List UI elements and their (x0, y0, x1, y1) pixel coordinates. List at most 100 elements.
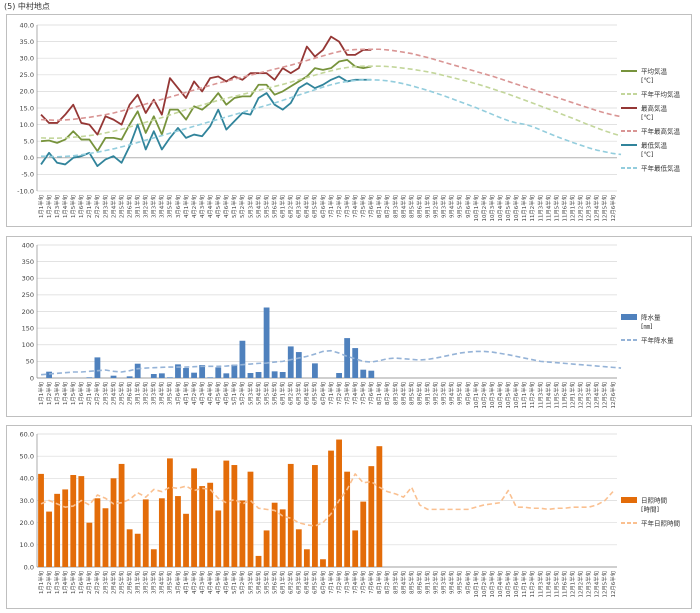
sun-x-tick-label: 4月3半旬 (198, 570, 206, 594)
sun-bar (191, 468, 197, 567)
temp-x-tick-label: 11月3半旬 (536, 194, 544, 221)
sun-x-tick-label: 10月3半旬 (488, 570, 496, 597)
sun-x-tick-label: 9月4半旬 (448, 570, 456, 594)
rain-bar (191, 372, 197, 378)
temp-x-tick-label: 5月3半旬 (246, 194, 254, 218)
temp-x-tick-label: 1月5半旬 (69, 194, 77, 218)
temp-y-tick-label: 5.0 (24, 138, 34, 146)
rain-bar (247, 373, 254, 378)
temp-x-tick-label: 2月6半旬 (125, 194, 133, 218)
temp-x-tick-label: 2月4半旬 (109, 194, 117, 218)
sun-x-tick-label: 6月4半旬 (303, 570, 311, 594)
temp-x-tick-label: 6月2半旬 (287, 194, 295, 218)
rain-y-tick-label: 200 (22, 308, 34, 316)
sun-x-tick-label: 5月2半旬 (238, 570, 246, 594)
rain-bar (312, 363, 318, 378)
sun-y-tick-label: 30.0 (20, 497, 34, 505)
rain-x-tick-label: 8月5半旬 (407, 381, 415, 405)
temp-x-tick-label: 2月1半旬 (85, 194, 93, 218)
sun-x-tick-label: 4月4半旬 (206, 570, 214, 594)
sun-x-tick-label: 1月2半旬 (45, 570, 53, 594)
sun-bar (352, 530, 359, 567)
temp-x-tick-label: 9月5半旬 (456, 194, 464, 218)
rain-x-tick-label: 10月2半旬 (480, 381, 488, 408)
sun-x-tick-label: 5月6半旬 (270, 570, 278, 594)
sun-bar (271, 502, 278, 567)
sun-bar (295, 529, 302, 567)
temp-y-tick-label: 0.0 (24, 154, 34, 162)
sun-x-tick-label: 4月1半旬 (182, 570, 190, 594)
temp-x-tick-label: 12月3半旬 (585, 194, 593, 221)
rain-bar (199, 365, 206, 378)
sun-legend-unit: [時間] (641, 505, 659, 513)
sun-x-tick-label: 4月2半旬 (190, 570, 198, 594)
temp-x-tick-label: 12月6半旬 (609, 194, 617, 221)
temp-x-tick-label: 1月4半旬 (61, 194, 69, 218)
temp-x-tick-label: 9月1半旬 (423, 194, 431, 218)
rain-x-tick-label: 10月4半旬 (496, 381, 504, 408)
sun-bar (376, 446, 383, 567)
sun-x-tick-label: 4月5半旬 (214, 570, 222, 594)
rain-x-tick-label: 10月3半旬 (488, 381, 496, 408)
sun-x-tick-label: 4月6半旬 (222, 570, 230, 594)
rain-x-tick-label: 7月3半旬 (343, 381, 351, 405)
sun-x-tick-label: 2月2半旬 (93, 570, 101, 594)
sun-bar (263, 530, 270, 567)
sun-bar (175, 496, 181, 567)
sun-bar (360, 501, 367, 567)
rain-bar (150, 374, 157, 378)
sun-x-tick-label: 6月2半旬 (287, 570, 295, 594)
sun-bar (320, 559, 326, 567)
sunshine-chart-panel: 60.0 50.0 40.0 30.0 20.0 10.0 0.0 1月1半旬 1月2半旬 1月3… (6, 425, 692, 609)
sun-x-tick-label: 10月6半旬 (512, 570, 520, 597)
temp-x-tick-label: 10月3半旬 (488, 194, 496, 221)
rain-y-tick-label: 250 (22, 291, 34, 299)
sun-x-tick-label: 10月4半旬 (496, 570, 504, 597)
temp-y-tick-label: 35.0 (20, 38, 34, 46)
sun-bar (303, 549, 310, 567)
rain-x-tick-label: 9月4半旬 (448, 381, 456, 405)
rain-x-tick-label: 10月5半旬 (504, 381, 512, 408)
sun-x-tick-label: 2月1半旬 (85, 570, 93, 594)
sun-bar (118, 463, 125, 567)
sun-x-tick-label: 11月5半旬 (552, 570, 560, 597)
sun-x-tick-label: 2月4半旬 (109, 570, 117, 594)
rain-x-tick-label: 4月3半旬 (198, 381, 206, 405)
sun-x-tick-label: 5月5半旬 (262, 570, 270, 594)
temp-series-line (40, 65, 622, 140)
sun-x-tick-label: 6月1半旬 (278, 570, 286, 594)
sun-x-tick-label: 1月4半旬 (61, 570, 69, 594)
rain-x-tick-label: 1月1半旬 (37, 381, 45, 405)
sun-x-tick-label: 10月5半旬 (504, 570, 512, 597)
sun-x-tick-label: 3月5半旬 (166, 570, 174, 594)
temp-x-tick-label: 3月4半旬 (158, 194, 166, 218)
rain-x-tick-label: 10月6半旬 (512, 381, 520, 408)
rain-x-tick-label: 6月5半旬 (311, 381, 319, 405)
temp-x-tick-label: 3月3半旬 (150, 194, 158, 218)
sun-bar (134, 533, 141, 567)
temp-x-tick-label: 1月2半旬 (45, 194, 53, 218)
sun-bar (142, 499, 149, 567)
sun-x-tick-label: 8月2半旬 (383, 570, 391, 594)
sun-x-tick-label: 11月1半旬 (520, 570, 528, 597)
rain-y-tick-label: 150 (22, 324, 34, 332)
sun-bar (183, 513, 189, 567)
temp-x-tick-label: 11月2半旬 (528, 194, 536, 221)
sun-bar (312, 465, 318, 567)
rain-x-tick-label: 6月6半旬 (319, 381, 327, 405)
temp-x-tick-label: 3月5半旬 (166, 194, 174, 218)
temp-x-tick-label: 5月4半旬 (254, 194, 262, 218)
sun-bar (231, 465, 238, 567)
sun-x-tick-label: 8月5半旬 (407, 570, 415, 594)
sun-x-tick-label: 11月2半旬 (528, 570, 536, 597)
temp-x-tick-label: 6月6半旬 (319, 194, 327, 218)
temp-x-tick-label: 9月3半旬 (440, 194, 448, 218)
rain-x-tick-label: 11月1半旬 (520, 381, 528, 408)
rain-y-tick-label: 300 (22, 275, 34, 283)
temp-x-tick-label: 9月2半旬 (432, 194, 440, 218)
rain-x-tick-label: 9月1半旬 (423, 381, 431, 405)
rain-x-tick-label: 3月5半旬 (166, 381, 174, 405)
temp-y-tick-label: 15.0 (20, 104, 34, 112)
rain-x-tick-label: 1月2半旬 (45, 381, 53, 405)
